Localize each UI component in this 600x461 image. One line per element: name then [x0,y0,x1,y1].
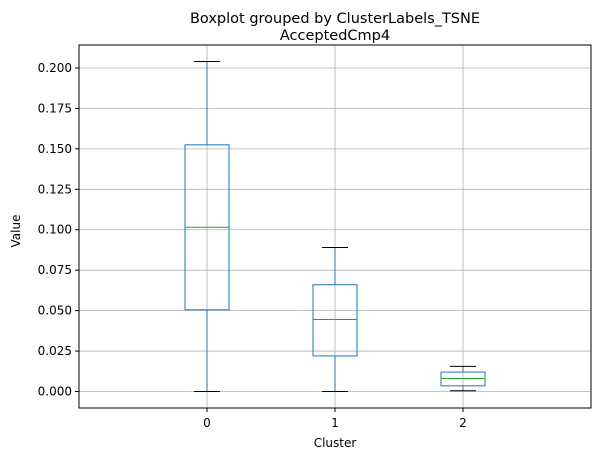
x-tick-label: 2 [459,416,467,430]
grid-layer [79,45,591,408]
chart-suptitle: Boxplot grouped by ClusterLabels_TSNE [190,11,480,27]
y-tick-label: 0.175 [38,101,72,115]
y-axis-label: Value [9,215,23,248]
box-group-0 [184,61,230,392]
box-group-2 [440,365,486,392]
y-tick-label: 0.050 [38,304,72,318]
y-tick-label: 0.025 [38,344,72,358]
tick-layer: 0.000 0.025 0.050 0.075 0.100 0.125 0.150 0.175… [38,61,467,430]
chart-title: AcceptedCmp4 [280,28,390,44]
x-tick-label: 0 [203,416,211,430]
x-axis-label: Cluster [314,436,357,450]
y-tick-label: 0.125 [38,182,72,196]
y-tick-label: 0.100 [38,223,72,237]
y-tick-label: 0.150 [38,142,72,156]
iqr-box [312,284,358,357]
y-tick-label: 0.075 [38,263,72,277]
box-layer [184,61,486,392]
y-tick-label: 0.000 [38,385,72,399]
y-tick-label: 0.200 [38,61,72,75]
box-group-1 [312,247,358,392]
x-tick-label: 1 [331,416,339,430]
